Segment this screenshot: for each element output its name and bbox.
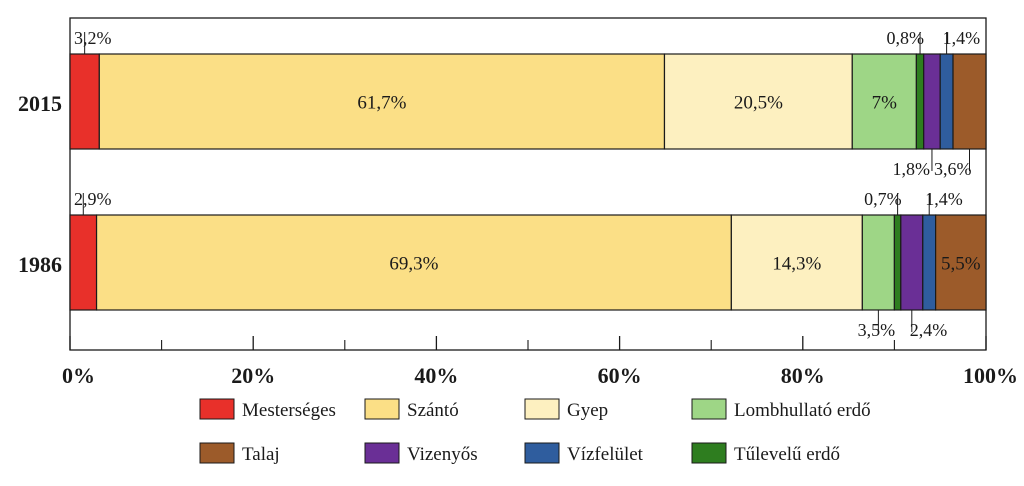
bar-segment-1986-4 — [893, 214, 902, 311]
bar-segment-2015-0 — [69, 53, 100, 150]
callout-label-1986-4: 0,7% — [864, 189, 902, 209]
legend-swatch-3 — [691, 398, 727, 420]
legend-label-3: Lombhullató erdő — [734, 400, 871, 421]
legend-label-7: Tűlevelű erdő — [734, 444, 840, 465]
legend-label-5: Vizenyős — [407, 444, 478, 465]
bar-segment-1986-7 — [935, 214, 987, 311]
legend-swatch-7 — [691, 442, 727, 464]
callout-label-1986-6: 1,4% — [925, 189, 963, 209]
data-label-2015-3: 7% — [872, 93, 898, 114]
bar-segment-1986-5 — [900, 214, 924, 311]
bar-segment-2015-7 — [952, 53, 987, 150]
legend-label-4: Talaj — [242, 444, 280, 465]
bar-segment-2015-1 — [98, 53, 666, 150]
callout-label-2015-6: 1,4% — [943, 28, 981, 48]
x-tick-label-0: 0% — [62, 363, 95, 388]
legend-label-6: Vízfelület — [567, 444, 644, 465]
callout-label-2015-4: 0,8% — [887, 28, 925, 48]
callout-label-2015-5: 1,8% — [892, 159, 930, 179]
callout-label-2015-7: 3,6% — [934, 159, 972, 179]
bar-segment-1986-2 — [730, 214, 863, 311]
legend-swatch-0 — [199, 398, 235, 420]
legend-swatch-6 — [524, 442, 560, 464]
bar-segment-2015-6 — [939, 53, 954, 150]
callout-label-2015-0: 3,2% — [74, 28, 112, 48]
bar-segment-2015-4 — [915, 53, 925, 150]
bar-segment-2015-5 — [923, 53, 941, 150]
legend-swatch-2 — [524, 398, 560, 420]
data-label-2015-2: 20,5% — [734, 93, 783, 114]
data-label-2015-1: 61,7% — [357, 93, 406, 114]
legend-swatch-4 — [199, 442, 235, 464]
data-label-1986-1: 69,3% — [389, 254, 438, 275]
x-tick-label-4: 80% — [781, 363, 825, 388]
callout-label-1986-5: 2,4% — [910, 320, 948, 340]
data-label-1986-7: 5,5% — [941, 254, 981, 275]
bar-segment-1986-0 — [69, 214, 98, 311]
legend-swatch-5 — [364, 442, 400, 464]
legend-swatch-1 — [364, 398, 400, 420]
x-tick-label-3: 60% — [598, 363, 642, 388]
legend-label-2: Gyep — [567, 400, 608, 421]
legend-label-0: Mesterséges — [242, 400, 336, 421]
year-label-2015: 2015 — [18, 91, 62, 116]
bar-segment-1986-3 — [861, 214, 896, 311]
bar-segment-1986-6 — [922, 214, 937, 311]
x-tick-label-2: 40% — [414, 363, 458, 388]
year-label-1986: 1986 — [18, 252, 62, 277]
x-tick-label-5: 100% — [963, 363, 1018, 388]
x-tick-label-1: 20% — [231, 363, 275, 388]
data-label-1986-2: 14,3% — [772, 254, 821, 275]
callout-label-1986-0: 2,9% — [74, 189, 112, 209]
bar-segment-2015-2 — [663, 53, 853, 150]
callout-label-1986-3: 3,5% — [858, 320, 896, 340]
legend-label-1: Szántó — [407, 400, 459, 421]
